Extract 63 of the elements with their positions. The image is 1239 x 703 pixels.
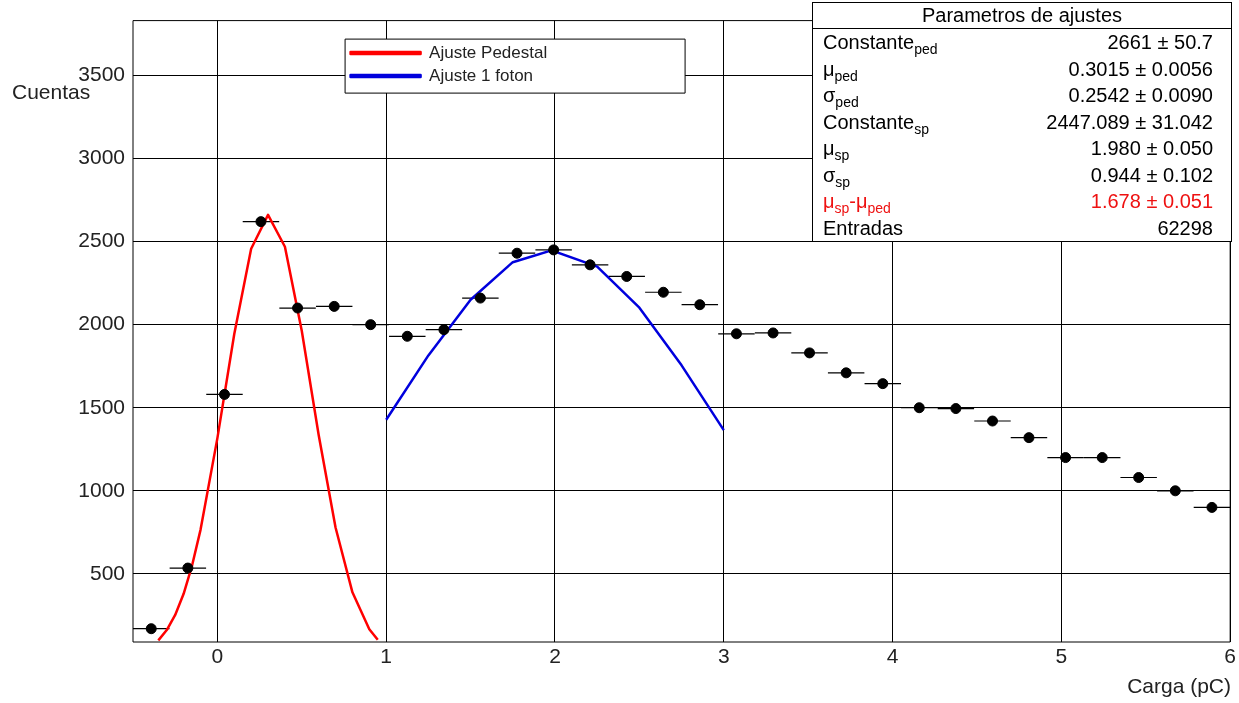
point: [767, 327, 779, 339]
point: [913, 402, 925, 414]
point: [511, 247, 523, 259]
point: [584, 259, 596, 271]
x-tick-label: 0: [211, 644, 224, 668]
x-tick-label: 6: [1224, 644, 1236, 668]
annotation: 1.678 ± 0.051: [1090, 189, 1213, 214]
annotation: Parametros de ajustes: [813, 3, 1231, 29]
annotation: Constante$_{ped}$: [823, 30, 938, 57]
annotation: σ$_{ped}$: [823, 84, 859, 110]
y-tick-label: 2500: [78, 228, 125, 252]
point: [548, 244, 560, 256]
annotation: 0.2542 ± 0.0090: [1068, 83, 1213, 108]
legend-label: Ajuste 1 foton: [429, 65, 534, 85]
annotation: σ$_{sp}$: [823, 163, 851, 190]
annotation: 2447.089 ± 31.042: [1046, 109, 1213, 135]
annotation: 1.980 ± 0.050: [1090, 136, 1213, 161]
annotation: μ$_{sp}$-μ$_{ped}$: [823, 190, 891, 216]
point: [840, 367, 852, 379]
point: [145, 623, 157, 635]
point: [1060, 452, 1072, 464]
point: [474, 292, 486, 304]
point: [694, 299, 706, 311]
y-tick-label: 1000: [78, 477, 125, 501]
x-tick-label: 5: [1055, 644, 1068, 668]
y-tick-label: 1500: [78, 394, 125, 418]
annotation: Constante$_{sp}$: [823, 110, 929, 137]
point: [1133, 472, 1145, 484]
y-tick-label: 2000: [78, 311, 125, 335]
x-tick-label: 2: [549, 644, 561, 668]
point: [657, 286, 669, 298]
point: [621, 270, 633, 282]
annotation: Entradas: [823, 216, 904, 241]
y-tick-label: 3000: [78, 145, 125, 169]
annotation: 0.3015 ± 0.0056: [1068, 56, 1213, 82]
x-tick-label: 4: [886, 644, 899, 668]
point: [1023, 432, 1035, 444]
point: [877, 378, 889, 390]
point: [365, 319, 377, 331]
point: [328, 300, 340, 312]
point: [401, 330, 413, 342]
y-tick-label: 500: [89, 560, 125, 584]
point: [1169, 485, 1181, 497]
point: [987, 415, 998, 427]
x-tick-label: 1: [380, 644, 393, 668]
annotation: μ$_{ped}$: [823, 56, 858, 84]
annotation: 0.944 ± 0.102: [1090, 162, 1213, 188]
annotation: 62298: [1157, 215, 1213, 241]
point: [730, 328, 742, 340]
point: [218, 388, 230, 400]
annotation: μ$_{sp}$: [823, 136, 850, 163]
point: [438, 324, 450, 336]
x-tick-label: 3: [717, 644, 730, 668]
point: [255, 216, 267, 228]
point: [292, 302, 304, 314]
point: [950, 403, 962, 415]
point: [1096, 452, 1108, 464]
point: [804, 347, 816, 359]
point: [1206, 501, 1218, 513]
annotation: 2661 ± 50.7: [1107, 30, 1213, 55]
legend-label: Ajuste Pedestal: [429, 42, 548, 62]
x-axis-title: Carga (pC): [1127, 674, 1231, 698]
point: [182, 562, 194, 574]
